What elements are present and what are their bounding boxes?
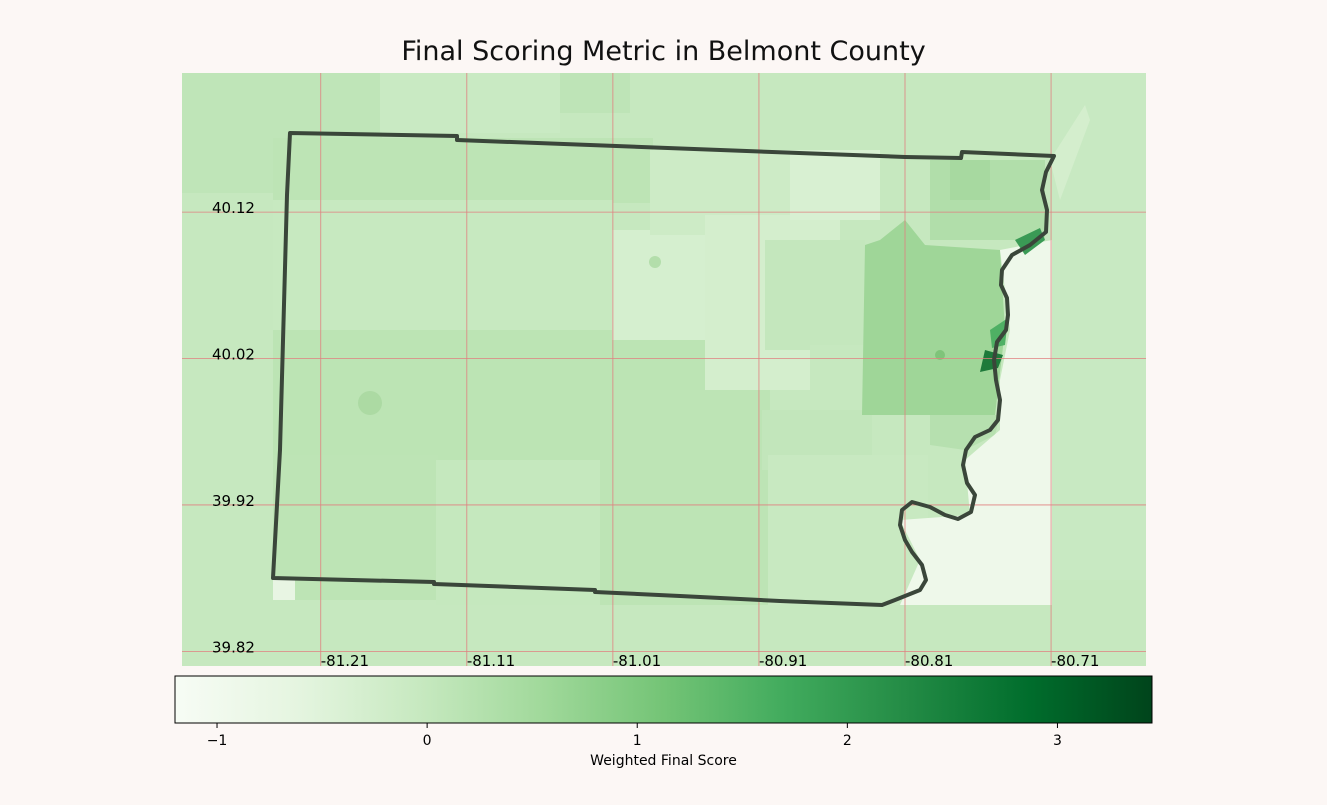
tract-c4 <box>790 150 880 220</box>
lon-label: -81.11 <box>467 652 515 670</box>
tract-e2 <box>862 220 1005 415</box>
tract-w5 <box>436 460 604 605</box>
tract-w2 <box>273 200 613 330</box>
tract-w6 <box>600 390 770 605</box>
tract-sw-corner <box>273 578 295 600</box>
colorbar-tick-label: 0 <box>423 733 432 749</box>
colorbar-tick-label: −1 <box>207 733 228 749</box>
graticule <box>182 73 1146 666</box>
hotspot-2 <box>980 350 1003 372</box>
tract-w1 <box>273 138 653 203</box>
colorbar-tick-label: 3 <box>1053 733 1062 749</box>
lon-label: -80.81 <box>905 652 953 670</box>
colorbar-gradient <box>174 675 1153 724</box>
colorbar-tick-label: 1 <box>633 733 642 749</box>
hotspot-4 <box>358 391 382 415</box>
colorbar-label: Weighted Final Score <box>590 753 737 769</box>
colorbar-ticks: −1 0 1 2 3 <box>207 723 1062 749</box>
latitude-labels: 40.12 40.02 39.92 39.82 <box>212 199 255 656</box>
map-area <box>182 73 1146 666</box>
lat-label: 40.02 <box>212 346 255 364</box>
lat-label: 39.92 <box>212 492 255 510</box>
region-ne-strip <box>1050 105 1090 200</box>
colorbar-tick-label: 2 <box>843 733 852 749</box>
colorbar: −1 0 1 2 3 Weighted Final Score <box>174 675 1153 769</box>
hotspot-3 <box>990 318 1008 348</box>
river-side-area <box>900 240 1052 605</box>
tract-e3 <box>950 160 990 200</box>
region-n <box>380 73 560 133</box>
tract-c6 <box>810 345 870 415</box>
lon-label: -81.21 <box>321 652 369 670</box>
lon-label: -80.71 <box>1051 652 1099 670</box>
lon-label: -80.91 <box>759 652 807 670</box>
hotspot-6 <box>935 350 945 360</box>
tract-c5 <box>765 240 865 350</box>
tract-w4 <box>273 455 438 600</box>
map-title: Final Scoring Metric in Belmont County <box>401 36 926 67</box>
tract-c8 <box>768 455 928 605</box>
lon-label: -81.01 <box>613 652 661 670</box>
longitude-labels: -81.21 -81.11 -81.01 -80.91 -80.81 -80.71 <box>321 652 1100 670</box>
hotspot-5 <box>649 256 661 268</box>
region-n2 <box>560 73 630 113</box>
lat-label: 39.82 <box>212 638 255 656</box>
county-boundary <box>271 131 1056 607</box>
tract-e4 <box>930 415 1000 450</box>
lat-label: 40.12 <box>212 199 255 217</box>
